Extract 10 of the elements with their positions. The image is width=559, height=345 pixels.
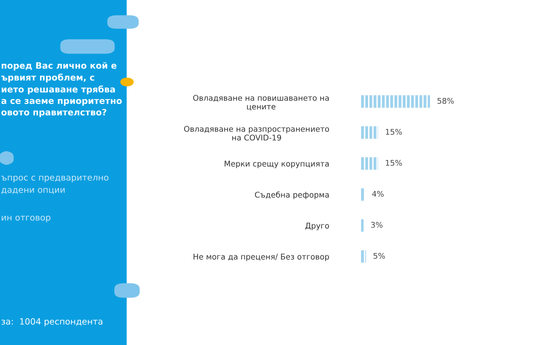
text: ин отговор bbox=[2, 216, 50, 222]
text: ъпрос с предварително дадени опции bbox=[1, 176, 108, 194]
bar bbox=[360, 126, 378, 139]
bar bbox=[360, 188, 365, 201]
bar bbox=[360, 219, 364, 232]
text: поред Вас лично кой е ървият проблем, с ието решаване трябва а се заеме приоритетно овото правителство? bbox=[1, 62, 122, 118]
text: за: 1004 респондента bbox=[2, 318, 102, 326]
bar bbox=[360, 157, 378, 170]
bar bbox=[360, 95, 430, 108]
bar bbox=[360, 250, 366, 263]
